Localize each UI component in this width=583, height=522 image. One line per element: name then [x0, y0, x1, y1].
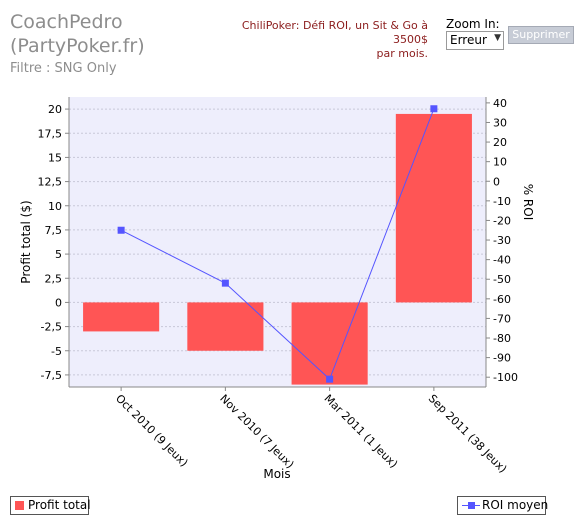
y-tick-label: 2,5 — [45, 272, 63, 285]
zoom-select[interactable]: Erreur ▼ — [446, 31, 504, 50]
y-tick-label: 0 — [55, 296, 62, 309]
y2-tick-label: -80 — [493, 332, 511, 345]
roi-marker — [430, 105, 438, 113]
y2-tick-label: 0 — [493, 175, 500, 188]
delete-button[interactable]: Supprimer — [508, 26, 574, 44]
legend-profit-swatch — [15, 501, 24, 510]
zoom-select-value: Erreur — [450, 33, 487, 47]
x-tick-label: Mar 2011 (1 Jeux) — [322, 392, 401, 471]
y2-tick-label: -50 — [493, 273, 511, 286]
y-tick-label: 7,5 — [45, 224, 63, 237]
legend-roi-marker — [468, 502, 475, 509]
y2-tick-label: 20 — [493, 136, 507, 149]
y2-tick-label: -10 — [493, 195, 511, 208]
title-line-2: (PartyPoker.fr) — [10, 35, 145, 57]
promo-link[interactable]: ChiliPoker: Défi ROI, un Sit & Go à 3500… — [228, 19, 428, 61]
legend-profit: Profit total — [10, 496, 91, 515]
y-tick-label: -5 — [51, 345, 62, 358]
bar — [291, 302, 368, 385]
title-line-1: CoachPedro — [10, 11, 123, 33]
roi-marker — [326, 375, 334, 383]
y-tick-label: 12,5 — [38, 176, 63, 189]
x-tick-label: Nov 2010 (7 Jeux) — [217, 392, 296, 471]
zoom-label: Zoom In: — [446, 17, 500, 31]
bar — [187, 302, 264, 351]
legend-roi: ROI moyen — [457, 496, 549, 515]
y-tick-label: 17,5 — [38, 127, 63, 140]
legend-profit-label: Profit total — [28, 498, 91, 512]
promo-line-2[interactable]: par mois. — [376, 47, 428, 60]
bar — [395, 113, 472, 303]
y-tick-label: 15 — [48, 151, 62, 164]
y2-tick-label: 40 — [493, 97, 507, 110]
promo-line-1[interactable]: ChiliPoker: Défi ROI, un Sit & Go à 3500… — [241, 19, 428, 46]
y2-tick-label: -70 — [493, 312, 511, 325]
roi-marker — [221, 279, 229, 287]
y2-tick-label: -90 — [493, 352, 511, 365]
y2-tick-label: 30 — [493, 116, 507, 129]
legend-roi-label: ROI moyen — [482, 498, 549, 512]
y-tick-label: -2,5 — [41, 321, 62, 334]
y-tick-label: 5 — [55, 248, 62, 261]
y2-tick-label: -20 — [493, 214, 511, 227]
y2-tick-label: -30 — [493, 234, 511, 247]
x-axis-title: Mois — [263, 467, 290, 481]
y2-tick-label: -100 — [493, 371, 518, 384]
x-tick-label: Oct 2010 (9 Jeux) — [113, 392, 190, 469]
y-axis-title: Profit total ($) — [19, 200, 33, 283]
bar — [83, 302, 160, 332]
roi-line — [120, 108, 435, 381]
y-tick-label: 10 — [48, 200, 62, 213]
page-title: CoachPedro (PartyPoker.fr) — [10, 10, 145, 58]
x-tick-label: Sep 2011 (38 Jeux) — [426, 392, 510, 476]
chevron-down-icon: ▼ — [494, 33, 501, 43]
roi-marker — [117, 226, 125, 234]
filter-label: Filtre : SNG Only — [10, 61, 117, 76]
y2-tick-label: -40 — [493, 254, 511, 267]
y-tick-label: 20 — [48, 103, 62, 116]
y2-tick-label: -60 — [493, 293, 511, 306]
y-tick-label: -7,5 — [41, 369, 62, 382]
y2-tick-label: 10 — [493, 156, 507, 169]
y2-axis-title: % ROI — [521, 184, 535, 221]
